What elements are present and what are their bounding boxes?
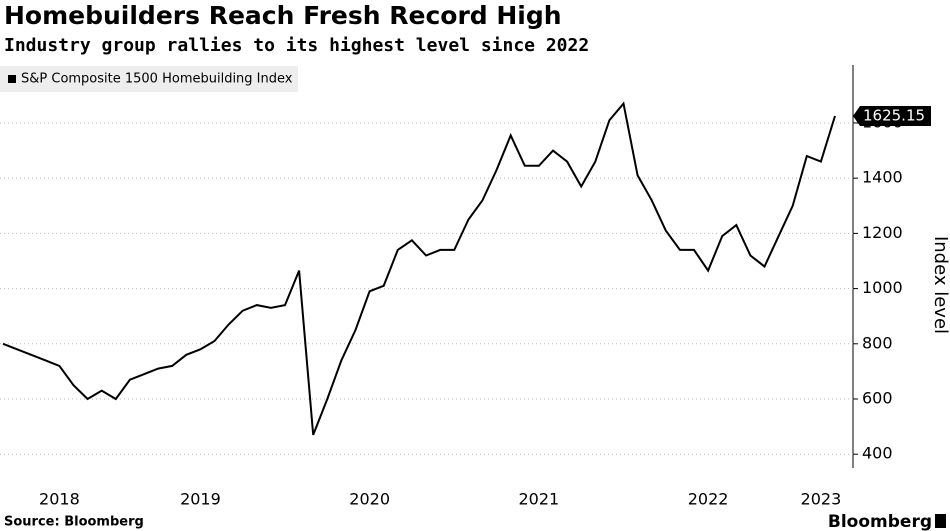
x-tick-label: 2021 xyxy=(519,490,560,509)
y-tick-label: 1000 xyxy=(862,278,903,297)
x-tick-label: 2022 xyxy=(688,490,729,509)
legend-label: S&P Composite 1500 Homebuilding Index xyxy=(21,72,293,87)
last-value-box xyxy=(853,106,931,127)
legend-box xyxy=(0,66,298,92)
y-tick-label: 1200 xyxy=(862,223,903,242)
legend-swatch xyxy=(8,75,16,83)
source: Source: Bloomberg xyxy=(4,515,144,530)
chart-title: Homebuilders Reach Fresh Record High xyxy=(4,1,562,30)
x-tick-label: 2018 xyxy=(39,490,80,509)
brand: Bloomberg xyxy=(828,512,932,531)
y-tick-label: 400 xyxy=(862,444,893,463)
x-tick-label: 2019 xyxy=(180,490,221,509)
y-tick-label: 600 xyxy=(862,388,893,407)
x-tick-label: 2020 xyxy=(349,490,390,509)
x-tick-label: 2023 xyxy=(801,490,842,509)
chart-subtitle: Industry group rallies to its highest le… xyxy=(4,35,589,56)
series-line xyxy=(2,101,836,436)
last-value-label: 1625.15 xyxy=(863,107,925,125)
y-tick-label: 800 xyxy=(862,333,893,352)
brand-icon xyxy=(935,514,946,528)
y-axis-label: Index level xyxy=(930,236,950,334)
y-tick-label: 1400 xyxy=(862,168,903,187)
